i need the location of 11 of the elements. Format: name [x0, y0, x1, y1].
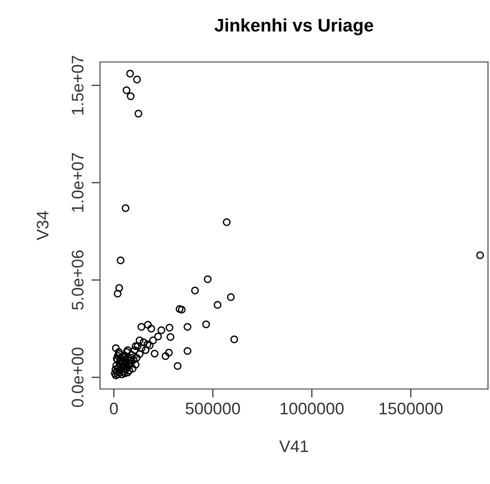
- chart-title: Jinkenhi vs Uriage: [214, 18, 374, 36]
- y-tick-label: 1.5e+07: [72, 56, 84, 114]
- x-tick-label: 0: [110, 402, 118, 414]
- x-tick-label: 500000: [186, 402, 240, 414]
- y-axis-title: V34: [36, 211, 49, 240]
- y-tick-label: 0.0e+00: [72, 348, 84, 408]
- x-tick-label: 1000000: [280, 402, 344, 414]
- y-tick-label: 1.0e+07: [72, 153, 84, 212]
- x-tick-label: 1500000: [380, 402, 443, 414]
- y-tick-label: 5.0e+06: [72, 250, 84, 310]
- x-axis-title: V41: [279, 440, 308, 452]
